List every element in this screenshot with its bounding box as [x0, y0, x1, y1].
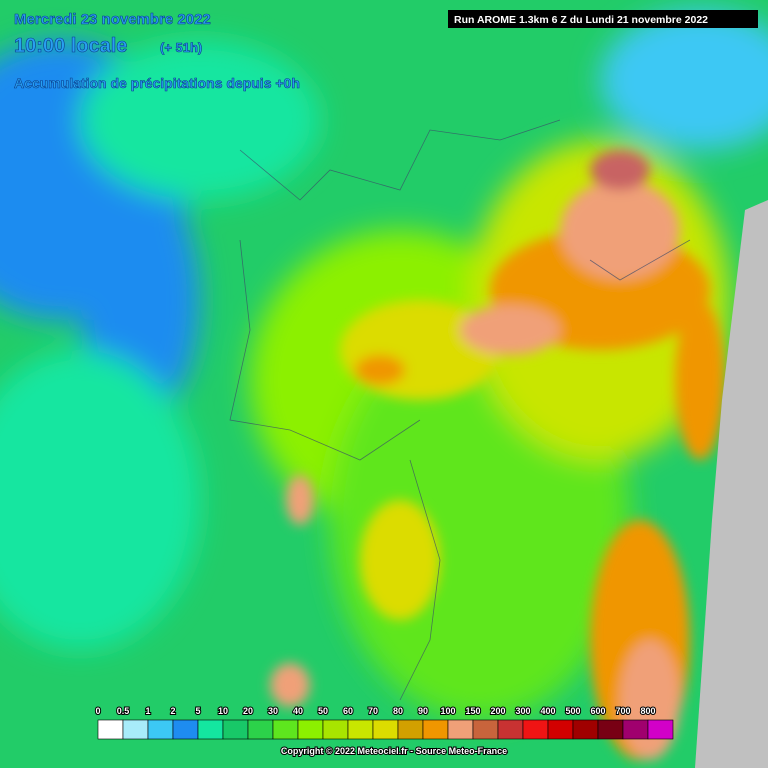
legend: 0 0.5 1 2 5 10 20 30 40 50 60 70 80 90 100 150 200 300 400…	[94, 705, 674, 740]
run-label: Run AROME 1.3km 6 Z du Lundi 21 novembre…	[454, 14, 708, 26]
legend-label: 700	[615, 706, 630, 716]
run-banner	[448, 10, 758, 28]
legend-label: 5	[195, 706, 200, 716]
legend-swatch	[297, 719, 324, 740]
legend-swatch	[572, 719, 599, 740]
legend-swatch	[547, 719, 574, 740]
legend-label: 300	[515, 706, 530, 716]
legend-label: 80	[393, 706, 403, 716]
legend-label: 30	[268, 706, 278, 716]
legend-swatch	[322, 719, 349, 740]
legend-label: 50	[318, 706, 328, 716]
legend-label: 0	[95, 706, 100, 716]
legend-swatch	[522, 719, 549, 740]
legend-label: 600	[590, 706, 605, 716]
legend-swatch	[597, 719, 624, 740]
legend-swatch	[397, 719, 424, 740]
legend-swatch	[97, 719, 124, 740]
legend-label: 2	[170, 706, 175, 716]
legend-swatch	[347, 719, 374, 740]
legend-label: 10	[218, 706, 228, 716]
copyright: Copyright © 2022 Meteociel.fr - Source M…	[281, 746, 507, 756]
legend-label: 100	[440, 706, 455, 716]
legend-label: 400	[540, 706, 555, 716]
time: 10:00 locale	[14, 35, 127, 57]
offset: (+ 51h)	[160, 40, 202, 55]
legend-swatch	[422, 719, 449, 740]
legend-swatch	[172, 719, 199, 740]
legend-swatch	[247, 719, 274, 740]
legend-label: 800	[640, 706, 655, 716]
legend-swatch	[222, 719, 249, 740]
legend-swatch	[122, 719, 149, 740]
legend-label: 60	[343, 706, 353, 716]
legend-swatch	[647, 719, 674, 740]
date: Mercredi 23 novembre 2022	[14, 11, 211, 28]
legend-label: 70	[368, 706, 378, 716]
legend-swatch	[197, 719, 224, 740]
legend-swatch	[497, 719, 524, 740]
subtitle: Accumulation de précipitations depuis +0…	[14, 75, 300, 91]
legend-label: 200	[490, 706, 505, 716]
legend-swatch	[372, 719, 399, 740]
legend-swatch	[622, 719, 649, 740]
legend-label: 500	[565, 706, 580, 716]
legend-label: 1	[145, 706, 150, 716]
legend-label: 90	[418, 706, 428, 716]
legend-label: 20	[243, 706, 253, 716]
legend-swatch	[447, 719, 474, 740]
legend-label: 40	[293, 706, 303, 716]
legend-swatch	[147, 719, 174, 740]
legend-label: 0.5	[117, 706, 130, 716]
legend-label: 150	[465, 706, 480, 716]
borders	[229, 119, 691, 701]
legend-swatch	[272, 719, 299, 740]
legend-swatch	[472, 719, 499, 740]
